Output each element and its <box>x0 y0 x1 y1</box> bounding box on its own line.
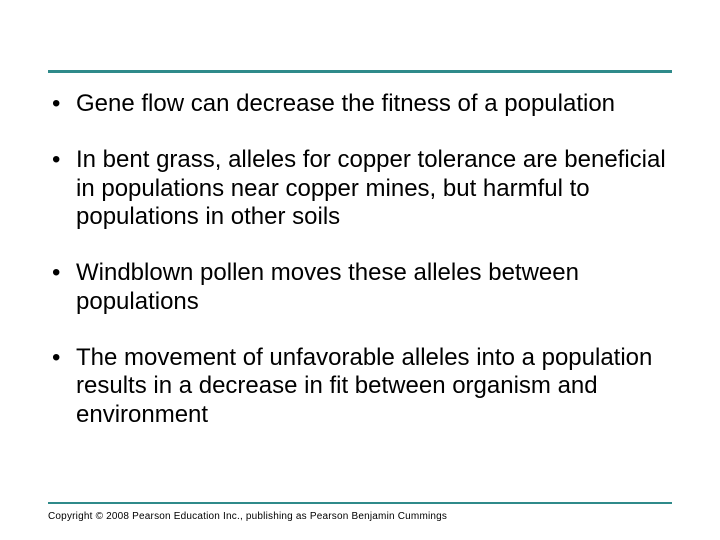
bullet-text: The movement of unfavorable alleles into… <box>76 344 652 428</box>
bullet-text: In bent grass, alleles for copper tolera… <box>76 146 666 230</box>
bullet-list: Gene flow can decrease the fitness of a … <box>48 90 672 429</box>
copyright-text: Copyright © 2008 Pearson Education Inc.,… <box>48 511 447 522</box>
bottom-divider <box>48 502 672 504</box>
slide: Gene flow can decrease the fitness of a … <box>0 0 720 540</box>
content-area: Gene flow can decrease the fitness of a … <box>48 90 672 457</box>
top-divider <box>48 70 672 73</box>
list-item: Windblown pollen moves these alleles bet… <box>48 259 672 316</box>
bullet-text: Windblown pollen moves these alleles bet… <box>76 259 579 314</box>
list-item: In bent grass, alleles for copper tolera… <box>48 146 672 231</box>
bullet-text: Gene flow can decrease the fitness of a … <box>76 90 615 117</box>
list-item: Gene flow can decrease the fitness of a … <box>48 90 672 118</box>
list-item: The movement of unfavorable alleles into… <box>48 344 672 429</box>
